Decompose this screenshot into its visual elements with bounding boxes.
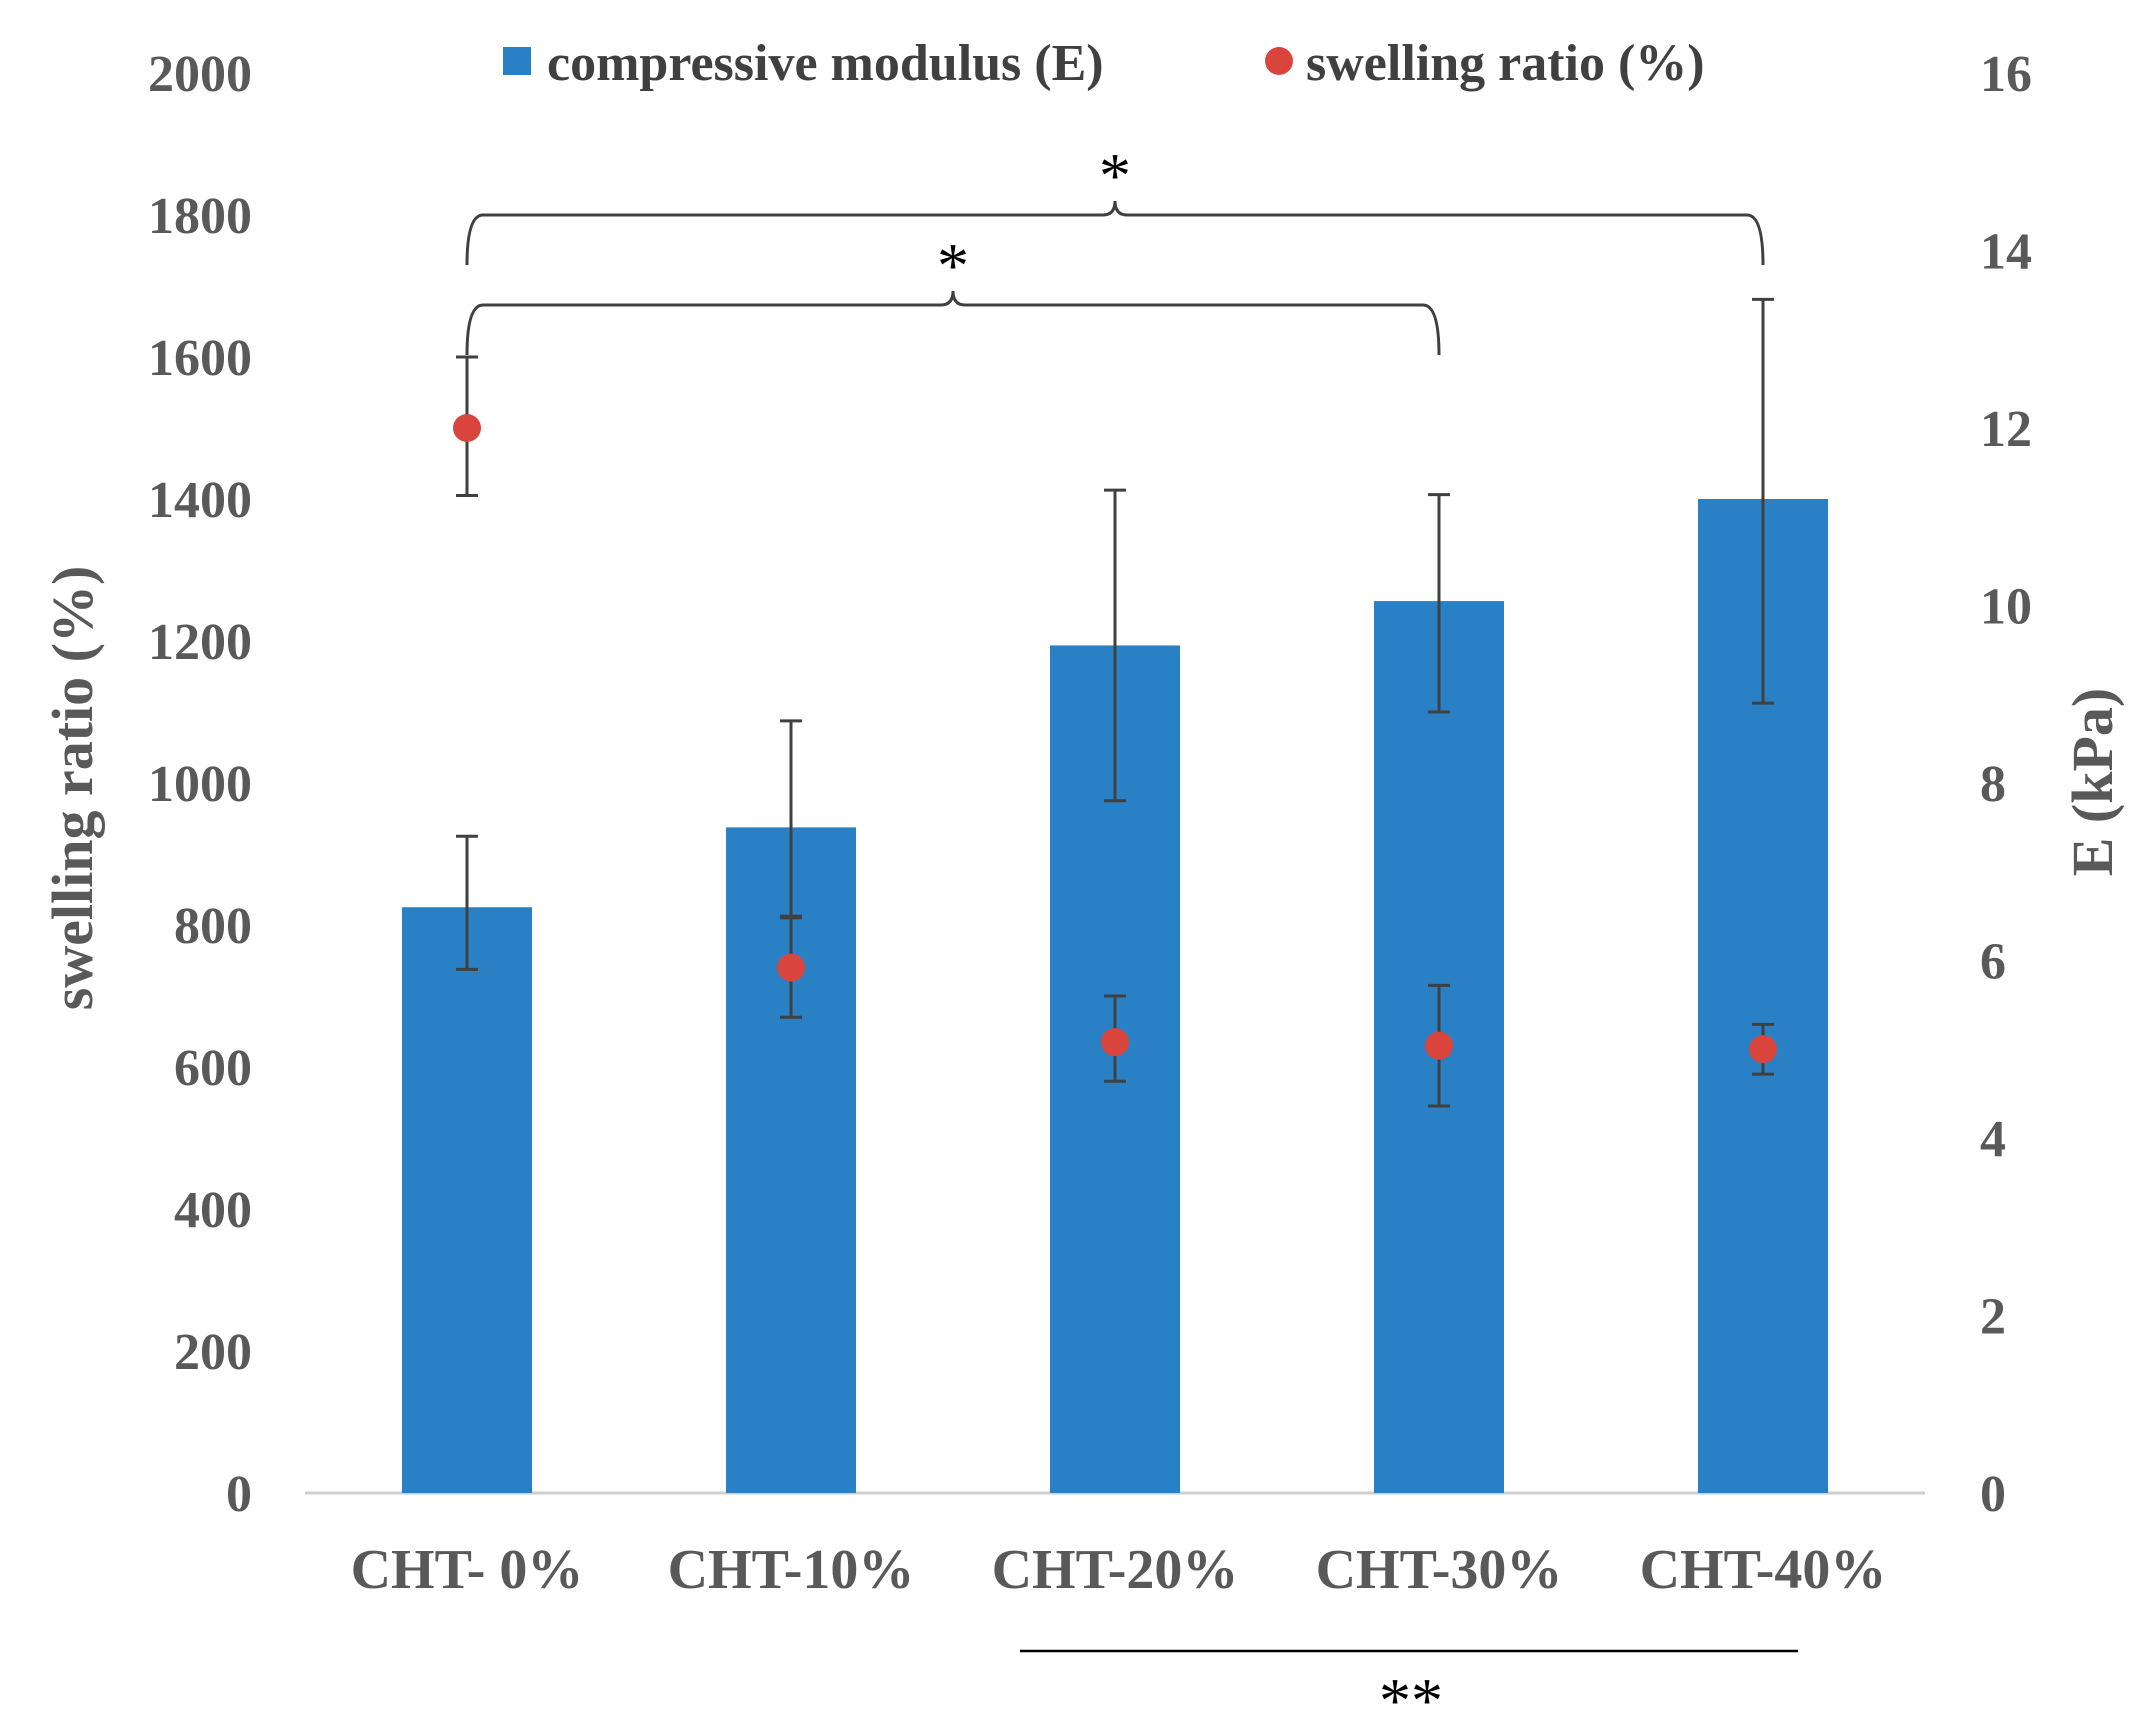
y-tick-right: 6 (1980, 934, 2006, 991)
significance-label: * (937, 230, 969, 301)
y-tick-right: 14 (1980, 224, 2032, 281)
point-swelling (1425, 1031, 1453, 1060)
point-swelling (1749, 1035, 1777, 1064)
y-tick-right: 2 (1980, 1289, 2006, 1346)
y-tick-right: 4 (1980, 1111, 2006, 1168)
y-tick-right: 0 (1980, 1466, 2006, 1523)
x-tick-label: CHT-10% (668, 1539, 915, 1601)
significance-bracket (465, 290, 1441, 356)
significance-label: ** (1379, 1665, 1443, 1736)
significance-bracket (465, 200, 1765, 266)
x-tick-label: CHT-40% (1640, 1539, 1887, 1601)
legend-swatch-modulus (503, 47, 531, 75)
point-swelling (777, 953, 805, 982)
y-tick-left: 600 (174, 1040, 252, 1097)
y-tick-left: 1400 (148, 472, 252, 529)
point-swelling (1101, 1028, 1129, 1057)
x-tick-label: CHT- 0% (351, 1539, 584, 1601)
y-tick-left: 1800 (148, 188, 252, 245)
y-tick-left: 0 (226, 1466, 252, 1523)
x-tick-label: CHT-20% (992, 1539, 1239, 1601)
y-axis-title-right: E (kPa) (2060, 688, 2125, 877)
y-tick-left: 1000 (148, 756, 252, 813)
y-tick-left: 800 (174, 898, 252, 955)
legend-swatch-swelling (1265, 47, 1293, 75)
bar-modulus (402, 907, 532, 1493)
legend-label-modulus: compressive modulus (E) (547, 35, 1104, 92)
legend-label-swelling: swelling ratio (%) (1306, 35, 1705, 92)
y-tick-left: 1200 (148, 614, 252, 671)
y-tick-left: 2000 (148, 46, 252, 103)
y-tick-left: 200 (174, 1324, 252, 1381)
x-tick-label: CHT-30% (1316, 1539, 1563, 1601)
significance-label: * (1099, 140, 1131, 211)
y-tick-right: 8 (1980, 756, 2006, 813)
y-tick-right: 16 (1980, 46, 2032, 103)
point-swelling (453, 414, 481, 442)
legend: compressive modulus (E) swelling ratio (… (503, 35, 1705, 92)
y-tick-right: 12 (1980, 401, 2032, 458)
y-tick-left: 1600 (148, 330, 252, 387)
y-axis-title-left: swelling ratio (%) (40, 566, 105, 1011)
y-tick-left: 400 (174, 1182, 252, 1239)
plot-area: 0 200 400 600 800 1000 1200 1400 1600 1800 2000 0 2 4… (148, 46, 2032, 1736)
y-tick-right: 10 (1980, 579, 2032, 636)
